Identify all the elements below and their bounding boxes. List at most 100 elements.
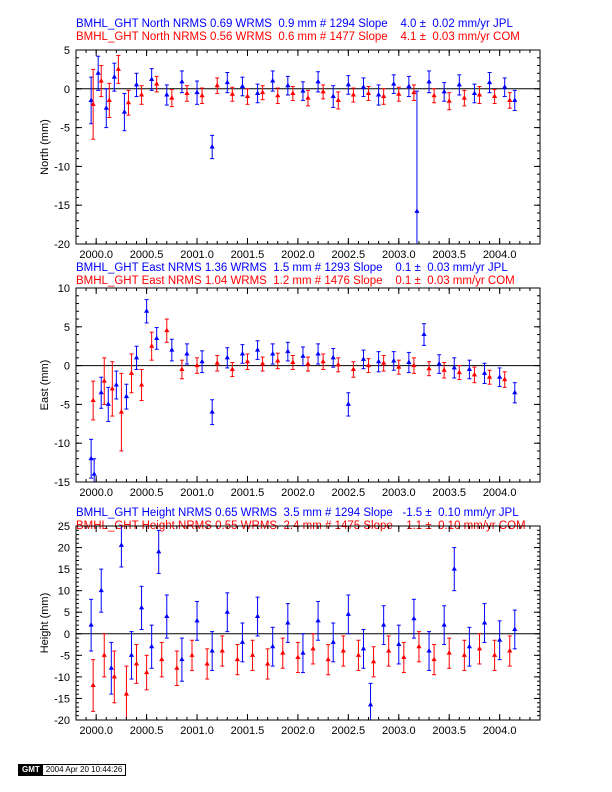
height-jpl-point [224,609,230,614]
east-y-tick-label: -10 [54,438,70,450]
east-jpl-point [88,455,94,461]
east-x-tick-label: 2002.5 [332,487,366,499]
height-jpl-point [156,548,162,554]
height-panel: 2000.0 2000.5 2001.0 2001.5 2002.0 2002.5 2003… [39,521,541,737]
north-jpl-point [426,78,432,84]
height-com-point [111,673,117,679]
north-com-point [396,91,402,96]
north-com-point [381,93,387,99]
height-jpl-point [108,665,114,670]
east-com-point [320,358,326,364]
height-com-point [370,658,377,664]
east-com-point [164,327,170,333]
height-com-point [386,648,392,653]
east-com-point [471,371,478,377]
north-com-point [492,93,498,99]
east-com-point [275,357,281,363]
north-jpl-point [406,83,412,88]
east-x-tick-label: 2001.5 [231,487,265,499]
north-jpl-point [270,78,276,83]
height-com-point [249,652,256,657]
north-com-point [446,98,452,103]
east-jpl-point [209,409,215,414]
height-jpl-point [441,622,447,627]
east-com-point [118,409,124,414]
height-jpl-point [426,648,432,653]
east-x-tick-label: 2000.5 [130,487,164,499]
east-com-point [365,362,372,368]
north-jpl-point [300,88,306,93]
height-jpl-point [270,643,276,649]
north-com-point [138,92,145,97]
east-com-point [441,367,447,372]
height-jpl-point [330,639,336,644]
north-jpl-point [391,81,397,86]
north-com-header: BMHL_GHT North NRMS 0.56 WRMS 0.6 mm # 1… [76,31,520,43]
north-jpl-point [239,83,246,88]
east-com-point [456,369,462,375]
north-com-point [199,92,205,98]
east-com-point [244,358,251,364]
north-x-tick-label: 2002.5 [332,249,366,261]
north-x-tick-label: 2004.0 [483,249,517,261]
east-jpl-point [512,389,518,395]
east-jpl-point [406,359,412,364]
north-jpl-point [486,79,493,85]
height-x-tick-label: 2003.5 [432,725,466,737]
north-jpl-point [88,97,94,102]
height-y-tick-label: -15 [54,693,70,705]
north-com-point [411,89,417,95]
height-com-point [189,652,195,657]
east-jpl-point [154,335,160,340]
height-x-tick-label: 2002.0 [281,725,315,737]
east-jpl-point [184,350,190,356]
east-jpl-point [466,366,472,371]
north-com-point [275,92,281,98]
north-jpl-point [194,89,200,95]
east-x-tick-label: 2001.0 [180,487,214,499]
north-com-point [214,82,220,88]
gmt-timestamp-stamp: GMT 2004 Apr 20 10:44:26 [18,764,127,776]
east-com-point [305,361,311,366]
height-com-point [174,665,180,670]
north-x-tick-label: 2003.0 [382,249,416,261]
east-com-point [411,362,417,368]
height-jpl-point [481,620,488,625]
east-x-tick-label: 2003.0 [382,487,416,499]
north-com-point [125,99,132,105]
east-y-tick-label: -15 [54,477,70,489]
height-com-point [144,669,150,675]
north-jpl-point [376,92,382,97]
north-panel: 2000.0 2000.5 2001.0 2001.5 2002.0 2002.5 2003… [39,45,541,261]
height-x-tick-label: 2001.0 [180,725,214,737]
east-jpl-point [254,347,261,352]
height-com-point [355,652,362,657]
height-jpl-point [118,542,124,547]
height-jpl-point [128,652,135,657]
east-com-point [396,364,402,369]
east-jpl-point [376,358,382,364]
east-jpl-point [133,354,140,360]
height-jpl-point [179,656,185,662]
height-y-tick-label: -5 [60,650,70,662]
north-jpl-point [441,88,447,94]
height-com-point [461,652,467,657]
north-jpl-point [254,90,261,95]
north-com-point [244,93,251,99]
east-com-point [101,378,107,383]
east-jpl-point [123,393,130,399]
height-jpl-point [466,643,472,649]
east-jpl-point [451,364,457,370]
north-com-point [260,89,266,95]
height-y-tick-label: -10 [54,672,70,684]
height-com-point [476,645,483,651]
height-jpl-point [194,617,200,623]
east-jpl-point [270,350,276,356]
height-com-point [310,645,316,651]
height-jpl-point [164,613,170,619]
height-com-point [219,648,225,653]
north-jpl-point [149,76,155,81]
east-jpl-point [113,382,119,387]
north-jpl-point [414,208,420,213]
